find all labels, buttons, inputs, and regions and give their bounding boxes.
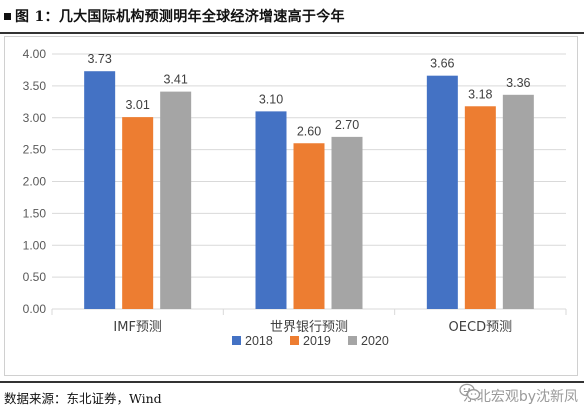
legend-swatch xyxy=(290,336,299,345)
x-category-label: IMF预测 xyxy=(113,320,162,335)
y-tick-label: 1.50 xyxy=(23,206,47,220)
data-label: 3.01 xyxy=(125,98,149,112)
bar xyxy=(331,136,363,309)
bar xyxy=(84,71,116,310)
x-category-label: 世界银行预测 xyxy=(270,320,348,335)
y-tick-label: 1.00 xyxy=(23,238,47,252)
figure-title: 图 1：几大国际机构预测明年全球经济增速高于今年 xyxy=(15,9,345,25)
data-label: 3.10 xyxy=(259,92,283,106)
legend-swatch xyxy=(348,336,357,345)
bar xyxy=(122,117,154,309)
legend-swatch xyxy=(232,336,241,345)
bar xyxy=(426,75,458,309)
bar xyxy=(255,111,287,309)
x-category-label: OECD预测 xyxy=(449,320,513,335)
y-tick-label: 2.00 xyxy=(23,175,47,189)
y-tick-label: 3.50 xyxy=(23,79,47,93)
watermark: 东北宏观by沈新凤 xyxy=(459,383,578,409)
bar xyxy=(293,143,325,309)
y-tick-label: 0.50 xyxy=(23,270,47,284)
bar xyxy=(464,106,496,310)
data-label: 3.18 xyxy=(468,87,492,101)
y-tick-label: 3.00 xyxy=(23,111,47,125)
bar-chart: 0.00 0.50 1.00 1.50 2.00 2.50 3.00 3.50 4.00 3.73… xyxy=(23,47,567,348)
data-label: 3.66 xyxy=(430,57,454,71)
bullet-square-icon xyxy=(4,12,11,20)
bar xyxy=(160,91,192,309)
data-label: 3.73 xyxy=(87,52,111,66)
figure-title-bar: 图 1：几大国际机构预测明年全球经济增速高于今年 xyxy=(0,0,584,32)
legend-label: 2020 xyxy=(361,334,389,348)
data-label: 2.70 xyxy=(335,118,359,132)
bottom-divider xyxy=(0,381,584,383)
y-tick-label: 2.50 xyxy=(23,143,47,157)
y-tick-label: 4.00 xyxy=(23,47,47,61)
top-divider xyxy=(0,32,584,34)
y-tick-label: 0.00 xyxy=(23,302,47,316)
watermark-text: 东北宏观by沈新凤 xyxy=(462,389,578,405)
legend-label: 2018 xyxy=(245,334,273,348)
bar xyxy=(502,94,534,309)
legend-label: 2019 xyxy=(303,334,331,348)
data-label: 2.60 xyxy=(297,124,321,138)
data-label: 3.36 xyxy=(506,76,530,90)
data-label: 3.41 xyxy=(163,73,187,87)
data-source: 数据来源：东北证券，Wind xyxy=(4,390,162,406)
